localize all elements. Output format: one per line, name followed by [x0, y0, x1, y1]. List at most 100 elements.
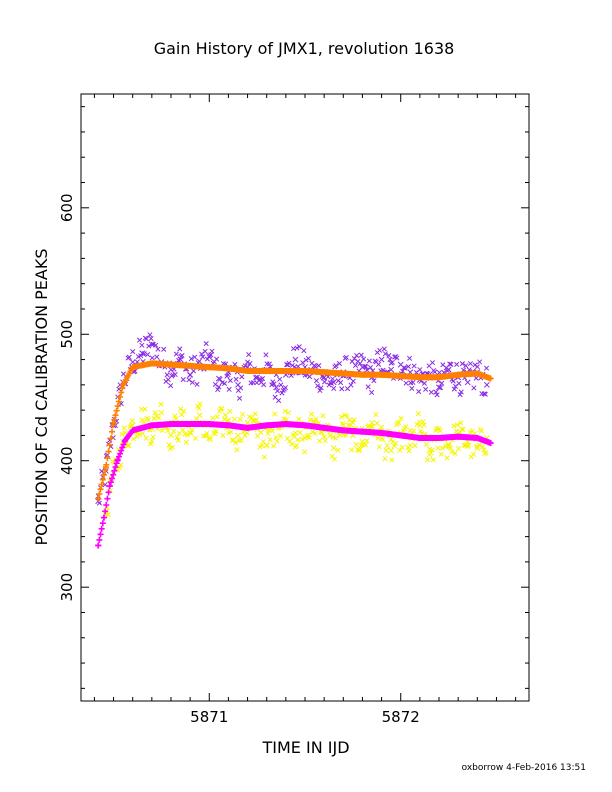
- fit-point: [119, 444, 126, 451]
- fit-point: [102, 508, 109, 515]
- scatter-point: [312, 364, 318, 370]
- plot-frame: [80, 93, 530, 702]
- scatter-point: [254, 374, 261, 381]
- scatter-point: [331, 385, 337, 392]
- scatter-point: [343, 432, 349, 438]
- scatter-point: [120, 371, 127, 377]
- scatter-point: [297, 430, 303, 436]
- scatter-point: [306, 435, 312, 441]
- scatter-point: [187, 371, 194, 378]
- scatter-point: [273, 434, 279, 440]
- scatter-point: [186, 377, 192, 383]
- scatter-point: [331, 456, 338, 462]
- scatter-point: [152, 410, 158, 416]
- scatter-point: [139, 342, 145, 348]
- scatter-point: [215, 386, 221, 393]
- scatter-point: [452, 450, 458, 456]
- scatter-point: [338, 380, 344, 386]
- fit-point: [105, 448, 112, 455]
- scatter-point: [238, 437, 244, 443]
- scatter-point: [344, 413, 350, 419]
- fit-point: [98, 525, 105, 532]
- scatter-point: [426, 451, 433, 458]
- scatter-point: [196, 405, 202, 411]
- scatter-point: [437, 385, 444, 391]
- scatter-point: [300, 360, 306, 366]
- scatter-point: [333, 435, 339, 441]
- scatter-point: [348, 382, 354, 388]
- scatter-point: [239, 374, 245, 380]
- scatter-point: [202, 348, 208, 354]
- scatter-point: [483, 450, 489, 456]
- scatter-point: [371, 378, 377, 384]
- fit-point: [302, 422, 308, 429]
- scatter-point: [398, 415, 404, 421]
- scatter-point: [428, 389, 434, 395]
- scatter-point: [206, 435, 213, 441]
- scatter-point: [364, 438, 370, 444]
- scatter-point: [388, 366, 395, 373]
- scatter-point: [292, 429, 299, 436]
- scatter-point: [259, 443, 265, 449]
- scatter-point: [474, 445, 481, 452]
- scatter-point: [247, 361, 253, 367]
- scatter-point: [376, 444, 382, 450]
- fit-point: [110, 419, 117, 426]
- scatter-point: [458, 420, 464, 426]
- scatter-point: [156, 415, 162, 421]
- scatter-point: [158, 401, 164, 407]
- scatter-point: [128, 423, 134, 429]
- fit-point: [100, 514, 107, 521]
- scatter-point: [474, 443, 480, 449]
- footer-credit: oxborrow 4-Feb-2016 13:51: [462, 763, 586, 773]
- scatter-point: [471, 385, 477, 391]
- scatter-point: [180, 427, 186, 433]
- scatter-point: [237, 416, 243, 422]
- scatter-point: [142, 406, 148, 412]
- scatter-point: [244, 419, 251, 426]
- fit-point: [103, 501, 110, 508]
- scatter-point: [357, 360, 363, 366]
- scatter-point: [320, 413, 326, 419]
- scatter-point: [174, 435, 180, 441]
- scatter-point: [274, 438, 280, 444]
- scatter-point: [400, 368, 406, 374]
- scatter-point: [129, 418, 135, 424]
- scatter-point: [339, 386, 345, 392]
- fit-point: [244, 424, 251, 431]
- scatter-point: [313, 416, 319, 422]
- scatter-point: [177, 346, 183, 352]
- scatter-point: [148, 441, 154, 447]
- scatter-point: [411, 428, 417, 434]
- scatter-point: [405, 364, 411, 370]
- scatter-point: [284, 362, 290, 368]
- fit-point: [96, 490, 103, 497]
- scatter-point: [384, 443, 390, 449]
- scatter-point: [338, 414, 344, 420]
- scatter-point: [423, 386, 429, 392]
- fit-point: [416, 434, 423, 441]
- fit-point: [99, 476, 106, 483]
- scatter-point: [266, 361, 272, 367]
- fit-point: [115, 398, 122, 405]
- fit-point: [455, 433, 462, 440]
- scatter-point: [374, 420, 380, 426]
- scatter-point: [261, 454, 267, 460]
- y-tick-label: 400: [58, 446, 76, 475]
- scatter-point: [269, 428, 276, 434]
- y-tick-label: 600: [58, 193, 76, 222]
- scatter-point: [321, 379, 328, 385]
- scatter-point: [139, 417, 146, 424]
- scatter-point: [378, 356, 385, 363]
- scatter-point: [154, 354, 160, 360]
- scatter-point: [296, 344, 302, 350]
- scatter-point: [149, 355, 155, 361]
- fit-point: [282, 367, 289, 374]
- scatter-point: [430, 457, 436, 463]
- scatter-point: [397, 447, 403, 453]
- scatter-point: [289, 362, 295, 368]
- scatter-point: [350, 420, 356, 426]
- scatter-point: [187, 429, 194, 436]
- fit-point: [129, 427, 136, 434]
